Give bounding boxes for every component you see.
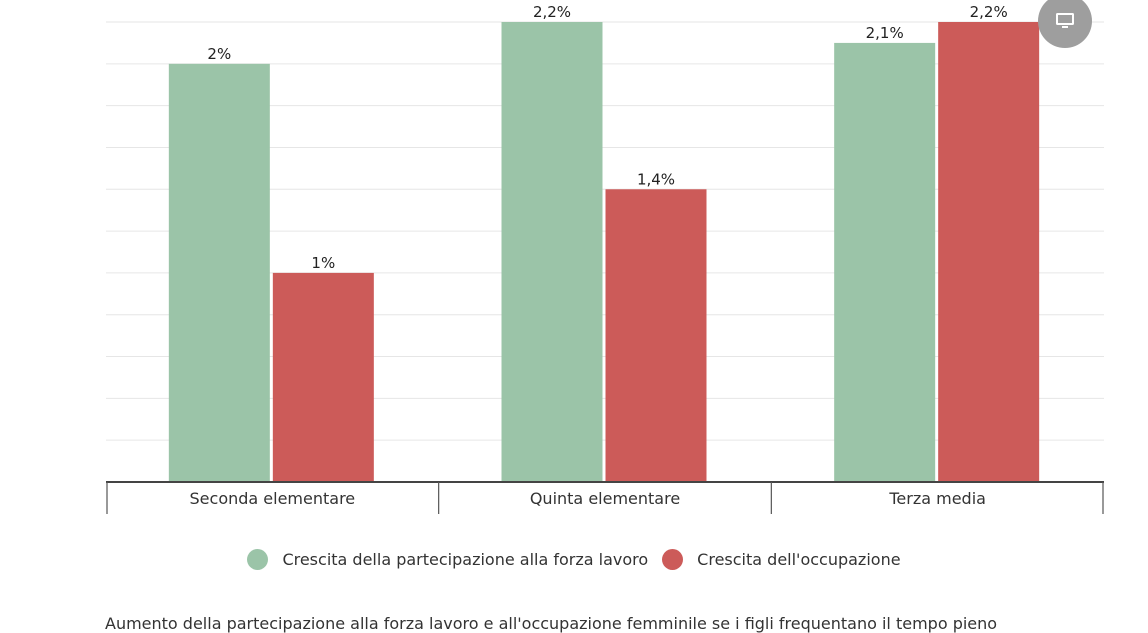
bar-value-label: 1,4% bbox=[637, 170, 675, 188]
bar[interactable] bbox=[168, 63, 270, 483]
bar-value-label: 2,2% bbox=[533, 3, 571, 21]
x-tick-label: Quinta elementare bbox=[530, 489, 680, 508]
x-tick-label: Seconda elementare bbox=[190, 489, 356, 508]
bar-value-label: 1% bbox=[311, 254, 335, 272]
bar-value-label: 2,2% bbox=[970, 3, 1008, 21]
legend-item-participation[interactable]: Crescita della partecipazione alla forza… bbox=[247, 548, 649, 570]
x-axis bbox=[106, 481, 1104, 514]
legend-dot-occupation bbox=[662, 548, 684, 570]
grid-lines bbox=[106, 21, 1104, 441]
bar[interactable] bbox=[938, 22, 1040, 482]
x-tick-labels: Seconda elementare Quinta elementare Terza… bbox=[190, 489, 986, 508]
bar-chart: 2% 1% 2,2% 1,4% 2,1% 2,2% Seconda elementare Q… bbox=[106, 3, 1104, 514]
legend-dot-participation bbox=[247, 548, 269, 570]
monitor-icon bbox=[1056, 13, 1074, 28]
bar-value-label: 2,1% bbox=[866, 24, 904, 42]
legend-label-occupation: Crescita dell'occupazione bbox=[697, 549, 901, 569]
bar-value-label: 2% bbox=[207, 45, 231, 63]
legend-item-occupation[interactable]: Crescita dell'occupazione bbox=[662, 548, 901, 570]
screen-button[interactable] bbox=[1038, 0, 1092, 48]
chart-caption: Aumento della partecipazione alla forza … bbox=[105, 614, 998, 633]
bar[interactable] bbox=[834, 42, 936, 483]
x-tick-label: Terza media bbox=[888, 489, 986, 508]
legend: Crescita della partecipazione alla forza… bbox=[0, 546, 1148, 572]
legend-label-participation: Crescita della partecipazione alla forza… bbox=[282, 549, 649, 569]
value-labels: 2% 1% 2,2% 1,4% 2,1% 2,2% bbox=[207, 3, 1007, 272]
bar[interactable] bbox=[501, 22, 603, 482]
bars bbox=[168, 22, 1040, 483]
bar[interactable] bbox=[272, 272, 374, 482]
bar[interactable] bbox=[605, 189, 707, 483]
